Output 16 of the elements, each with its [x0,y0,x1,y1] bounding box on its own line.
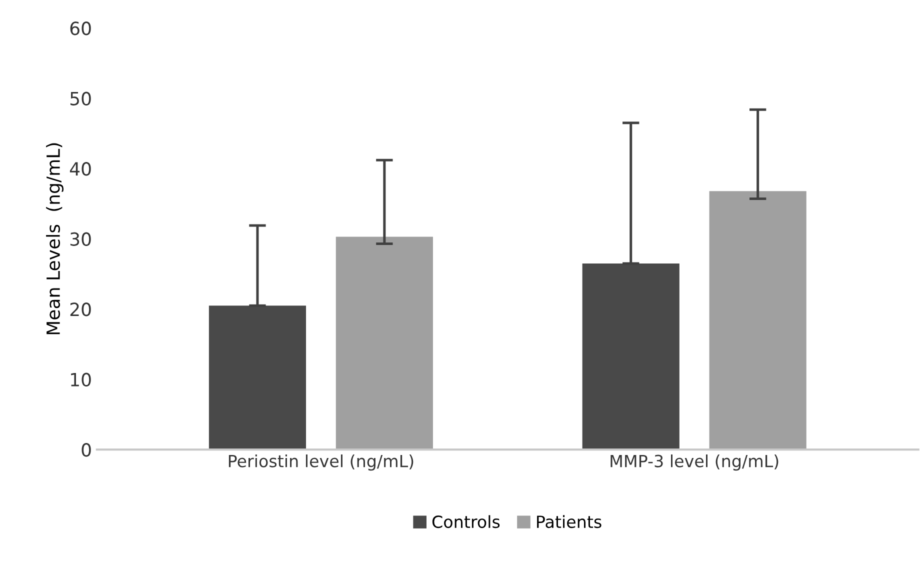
y-tick-label: 60 [70,22,91,36]
y-tick-label: 30 [70,232,91,246]
y-axis-title: Mean Levels (ng/mL) [46,143,64,334]
x-tick-label: Periostin level (ng/mL) [228,454,414,471]
y-tick-label: 50 [70,92,91,106]
bar [582,263,680,450]
bar [208,306,306,450]
bar [336,236,433,450]
bar [709,191,806,450]
x-tick-label: MMP-3 level (ng/mL) [610,454,778,471]
y-tick-label: 0 [82,443,91,457]
legend-label: Controls [432,515,500,528]
y-tick-label: 10 [71,372,91,386]
y-tick-label: 20 [70,302,91,316]
legend-label: Patients [537,515,602,528]
y-tick-label: 40 [70,162,91,176]
